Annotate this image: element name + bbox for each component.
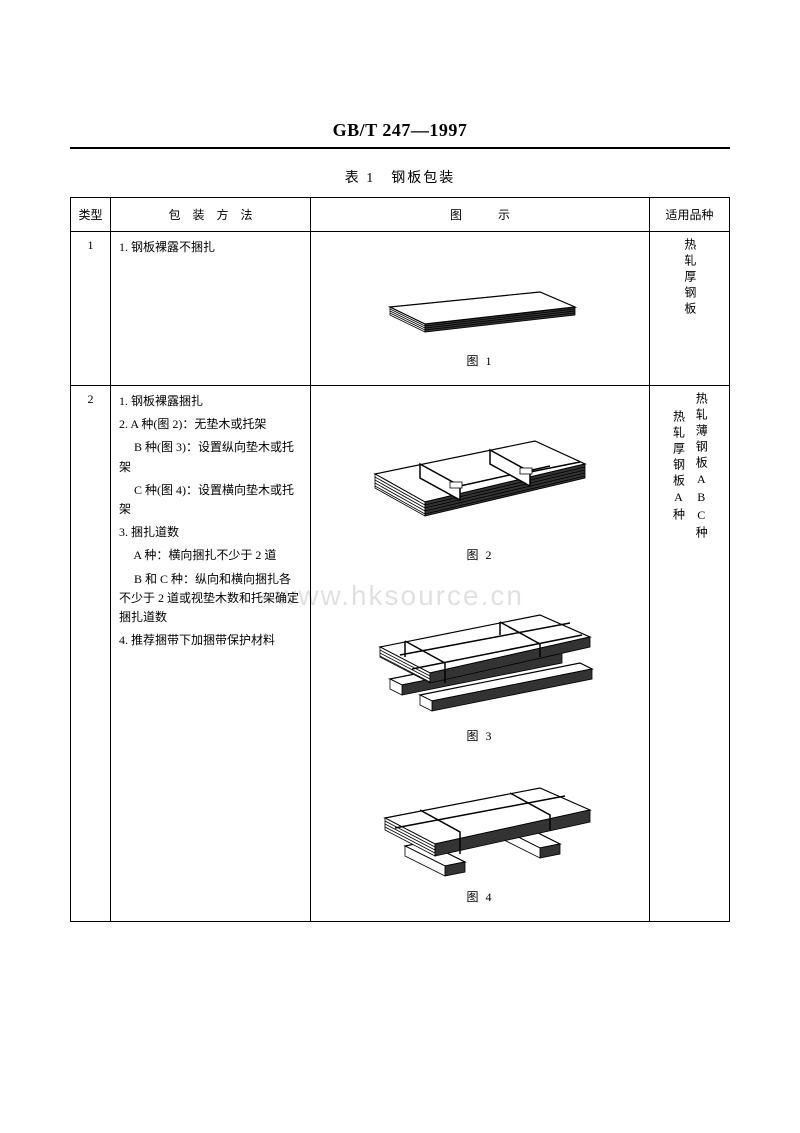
figure-label: 图 2 <box>319 546 641 563</box>
header-apply: 适用品种 <box>650 198 730 232</box>
method-line: 1. 钢板裸露捆扎 <box>119 392 302 411</box>
figure-cell: 图 1 <box>311 232 650 386</box>
plate-stack-bare-icon <box>360 252 600 342</box>
figure-4: 图 4 <box>319 758 641 905</box>
figure-label: 图 1 <box>319 352 641 369</box>
packaging-table: 类型 包 装 方 法 图 示 适用品种 1 1. 钢板裸露不捆扎 <box>70 197 730 922</box>
method-line: C 种(图 4)：设置横向垫木或托架 <box>119 481 302 519</box>
figure-cell: 图 2 <box>311 386 650 922</box>
horizontal-rule <box>70 147 730 149</box>
figure-label: 图 4 <box>319 888 641 905</box>
method-line: 2. A 种(图 2)：无垫木或托架 <box>119 415 302 434</box>
table-caption: 表 1 钢板包装 <box>70 167 730 187</box>
apply-text: 热轧厚钢板 <box>681 238 698 318</box>
method-line: 4. 推荐捆带下加捆带保护材料 <box>119 631 302 650</box>
method-line: 1. 钢板裸露不捆扎 <box>119 238 302 257</box>
header-figure: 图 示 <box>311 198 650 232</box>
method-line: A 种：横向捆扎不少于 2 道 <box>119 546 302 565</box>
method-cell: 1. 钢板裸露不捆扎 <box>111 232 311 386</box>
header-type: 类型 <box>71 198 111 232</box>
plate-stack-longitudinal-skid-icon <box>350 577 610 717</box>
method-line: B 和 C 种：纵向和横向捆扎各不少于 2 道或视垫木数和托架确定捆扎道数 <box>119 570 302 628</box>
method-line: 3. 捆扎道数 <box>119 523 302 542</box>
header-method: 包 装 方 法 <box>111 198 311 232</box>
figure-label: 图 3 <box>319 727 641 744</box>
table-row: 2 1. 钢板裸露捆扎 2. A 种(图 2)：无垫木或托架 B 种(图 3)：… <box>71 386 730 922</box>
type-number: 2 <box>71 386 111 922</box>
standard-code: GB/T 247—1997 <box>70 120 730 141</box>
type-number: 1 <box>71 232 111 386</box>
apply-cell: 热轧厚钢板 <box>650 232 730 386</box>
plate-stack-strapped-icon <box>350 406 610 536</box>
apply-text: 热轧薄钢板ABC种 <box>693 392 710 542</box>
figure-1: 图 1 <box>319 252 641 369</box>
method-cell: 1. 钢板裸露捆扎 2. A 种(图 2)：无垫木或托架 B 种(图 3)：设置… <box>111 386 311 922</box>
table-row: 1 1. 钢板裸露不捆扎 <box>71 232 730 386</box>
apply-cell: 热轧厚钢板A种 热轧薄钢板ABC种 <box>650 386 730 922</box>
figure-3: 图 3 <box>319 577 641 744</box>
plate-stack-transverse-skid-icon <box>350 758 610 878</box>
method-line: B 种(图 3)：设置纵向垫木或托架 <box>119 438 302 476</box>
apply-text: 热轧厚钢板A种 <box>670 392 687 542</box>
figure-2: 图 2 <box>319 406 641 563</box>
